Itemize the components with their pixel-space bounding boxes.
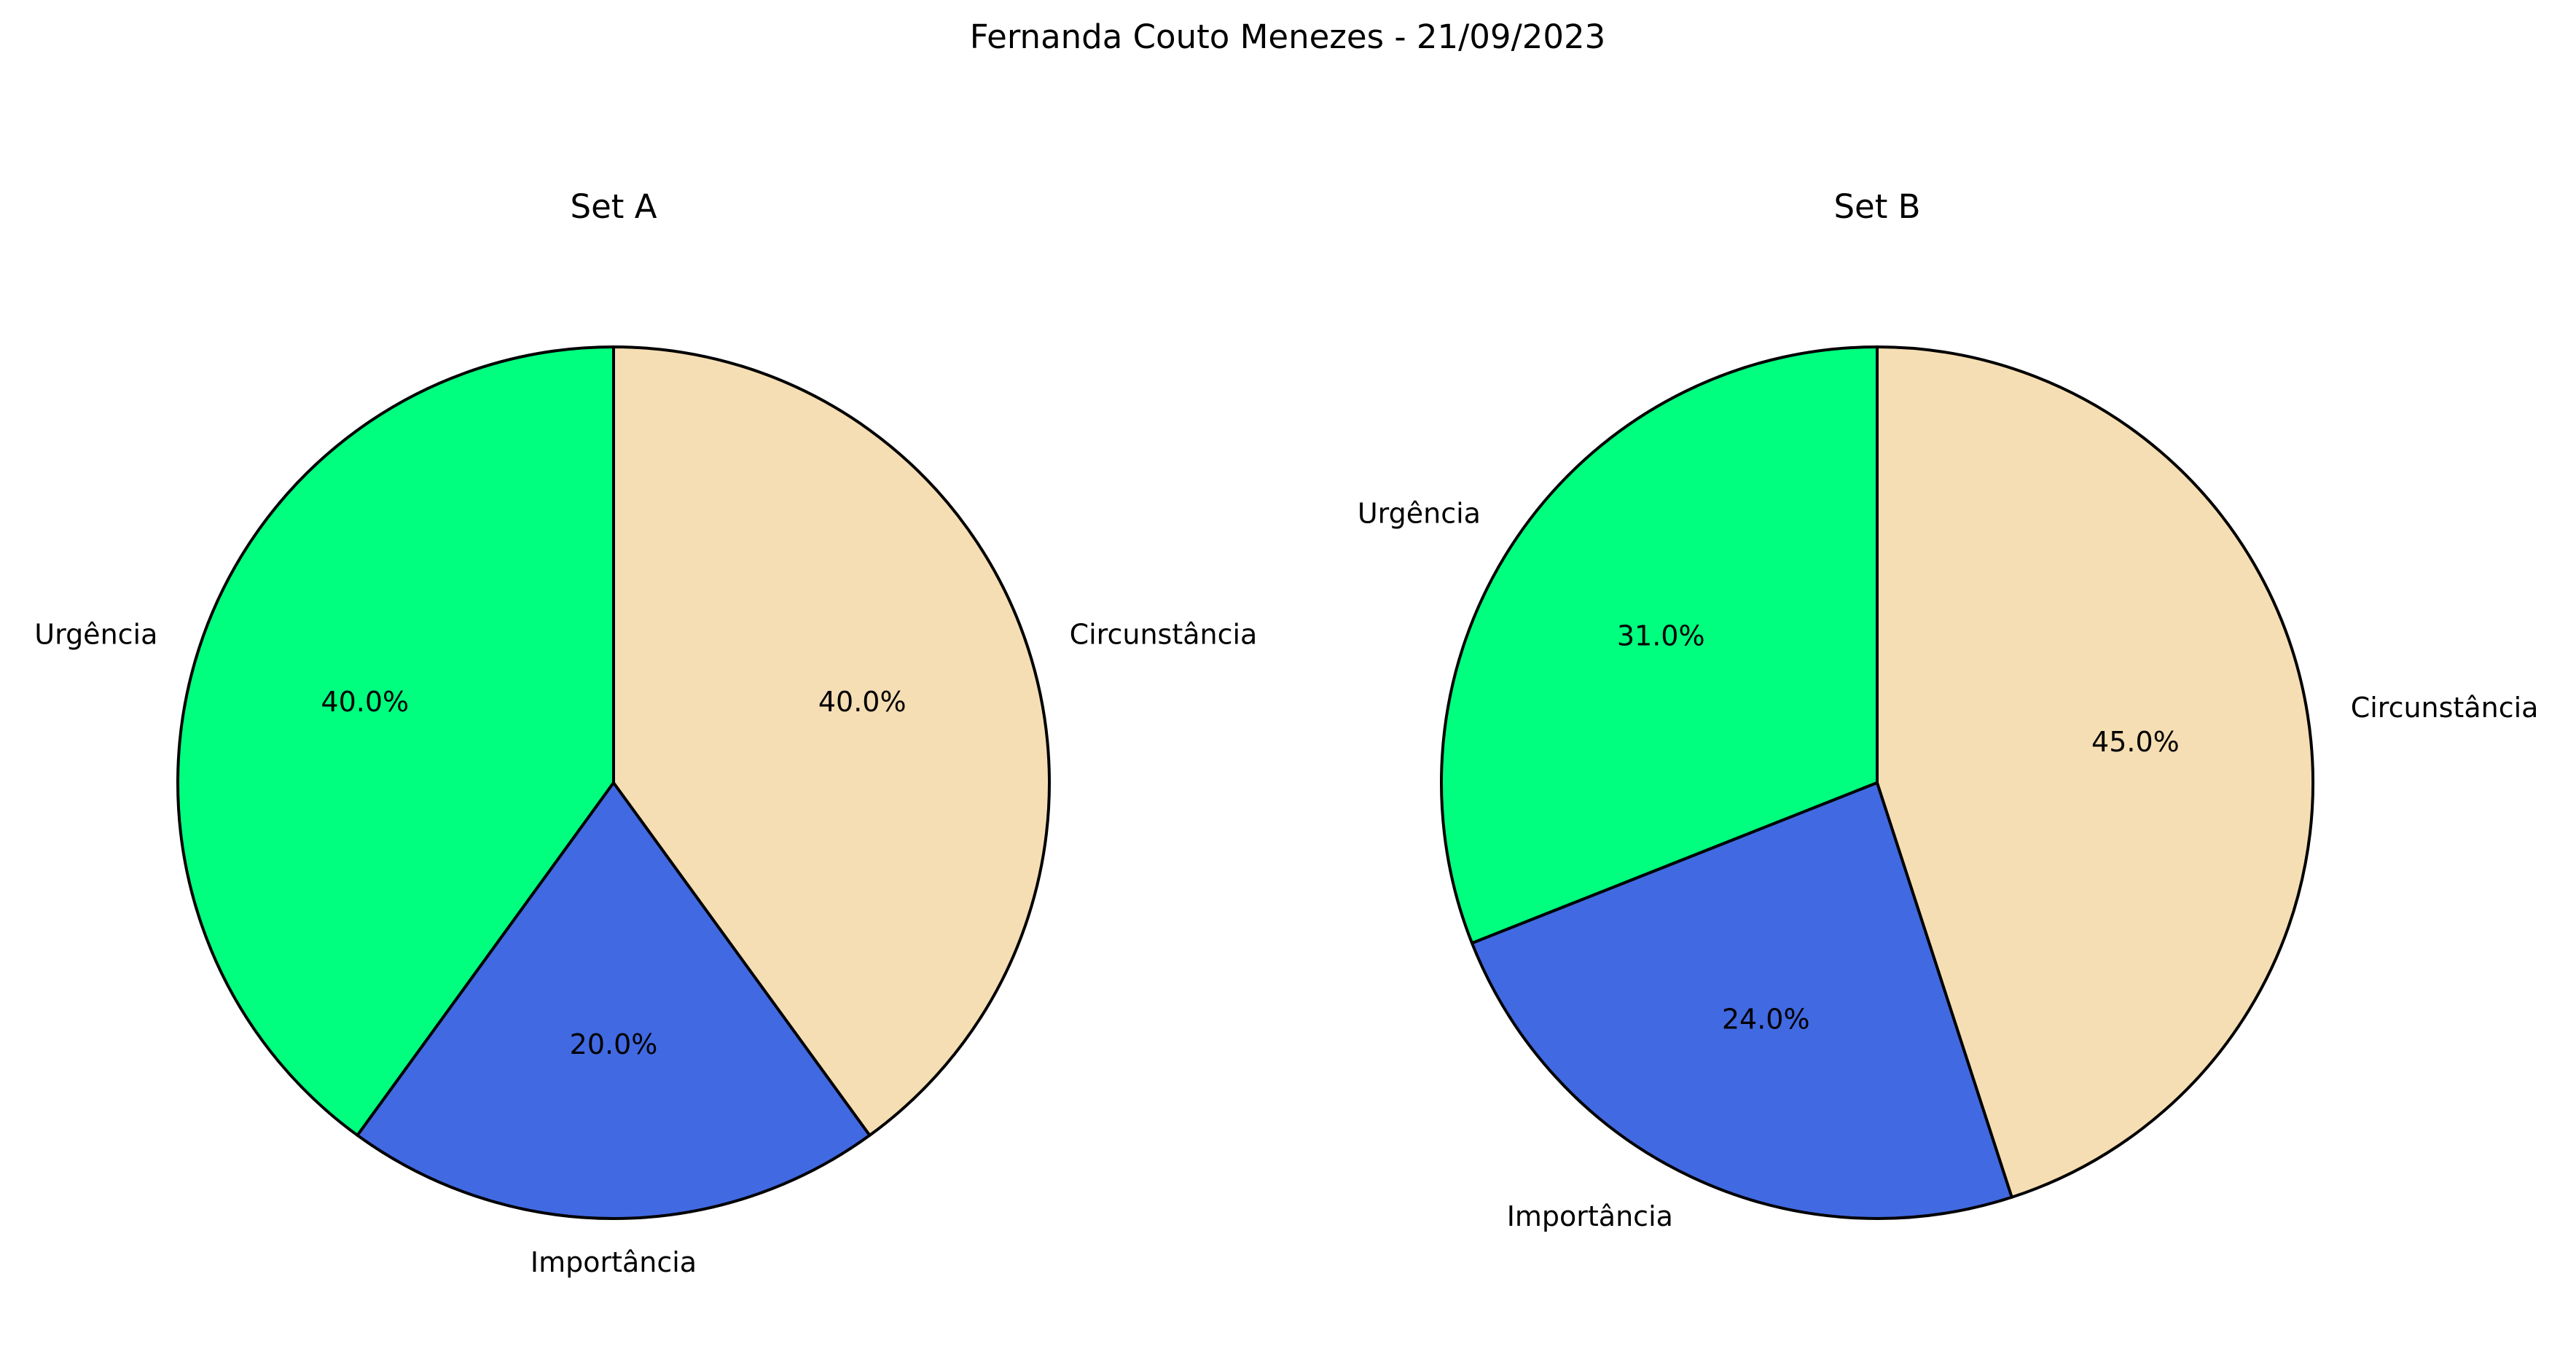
pie-title-set-b: Set B (1833, 187, 1920, 226)
pie-slices-set-a (176, 345, 1051, 1220)
slice-label-set-a-urgencia: Urgência (34, 619, 157, 651)
pie-chart-set-a: Set A Urgência 40.0% Importância 20.0% Circu… (34, 187, 1257, 1278)
pie-labels-set-a: Urgência 40.0% Importância 20.0% Circunstânc… (34, 619, 1257, 1278)
pie-slice-set-a-importancia (356, 781, 872, 1220)
pct-label-set-a-urgencia: 40.0% (321, 686, 409, 718)
pie-title-set-a: Set A (571, 187, 657, 226)
pct-label-set-b-importancia: 24.0% (1722, 1004, 1810, 1036)
pie-labels-set-b: Urgência 31.0% Importância 24.0% Circunstânc… (1358, 497, 2539, 1232)
slice-label-set-b-urgencia: Urgência (1358, 497, 1481, 529)
pie-slice-set-b-circunstancia (1876, 345, 2314, 1199)
pct-label-set-b-circunstancia: 45.0% (2091, 726, 2180, 758)
pie-slice-set-b-urgencia (1440, 345, 1879, 945)
pie-slice-set-a-urgencia (176, 345, 615, 1137)
slice-label-set-a-circunstancia: Circunstância (1070, 619, 1258, 651)
pie-slice-set-b-importancia (1470, 781, 2013, 1220)
pct-label-set-a-circunstancia: 40.0% (818, 686, 907, 718)
slice-label-set-b-circunstancia: Circunstância (2351, 692, 2539, 724)
figure-title: Fernanda Couto Menezes - 21/09/2023 (970, 17, 1606, 56)
pie-slices-set-b (1440, 345, 2314, 1220)
pie-chart-set-b: Set B Urgência 31.0% Importância 24.0% Circu… (1358, 187, 2539, 1232)
pct-label-set-a-importancia: 20.0% (570, 1028, 658, 1060)
slice-label-set-b-importancia: Importância (1507, 1200, 1673, 1232)
pie-slice-set-a-circunstancia (612, 345, 1051, 1137)
pct-label-set-b-urgencia: 31.0% (1617, 619, 1705, 652)
slice-label-set-a-importancia: Importância (531, 1246, 697, 1278)
